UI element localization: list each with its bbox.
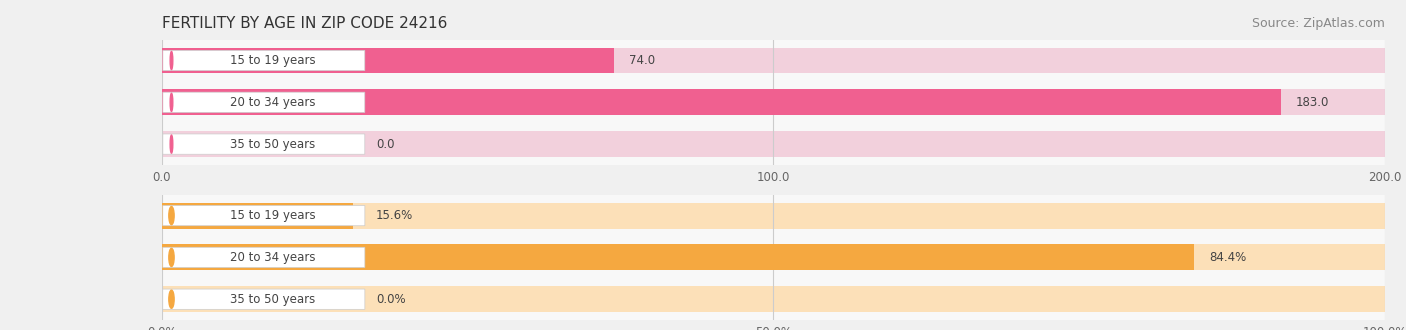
Text: 74.0: 74.0 [628,54,655,67]
Circle shape [169,207,174,225]
Bar [162,203,1385,229]
Circle shape [169,290,174,308]
Text: 35 to 50 years: 35 to 50 years [231,293,315,306]
Bar [162,286,1385,312]
Text: 20 to 34 years: 20 to 34 years [231,96,315,109]
Bar [162,89,1281,115]
Circle shape [169,248,174,266]
Bar [162,48,614,74]
Bar [162,245,1385,270]
Bar [162,131,1385,157]
Text: 35 to 50 years: 35 to 50 years [231,138,315,150]
FancyBboxPatch shape [163,50,364,71]
Text: 15 to 19 years: 15 to 19 years [231,54,315,67]
Bar [162,245,1194,270]
Bar [162,203,353,229]
FancyBboxPatch shape [163,134,364,154]
Text: 84.4%: 84.4% [1209,251,1246,264]
Text: 15 to 19 years: 15 to 19 years [231,209,315,222]
FancyBboxPatch shape [163,247,366,268]
FancyBboxPatch shape [163,206,366,226]
FancyBboxPatch shape [163,92,364,113]
Text: 183.0: 183.0 [1295,96,1329,109]
Text: 20 to 34 years: 20 to 34 years [231,251,315,264]
Text: FERTILITY BY AGE IN ZIP CODE 24216: FERTILITY BY AGE IN ZIP CODE 24216 [162,16,447,31]
Text: 0.0%: 0.0% [375,293,405,306]
Text: Source: ZipAtlas.com: Source: ZipAtlas.com [1251,16,1385,29]
Bar [162,89,1385,115]
Circle shape [170,135,173,153]
FancyBboxPatch shape [163,289,366,309]
Text: 0.0: 0.0 [375,138,394,150]
Circle shape [170,93,173,111]
Bar [162,48,1385,74]
Text: 15.6%: 15.6% [375,209,413,222]
Circle shape [170,51,173,70]
